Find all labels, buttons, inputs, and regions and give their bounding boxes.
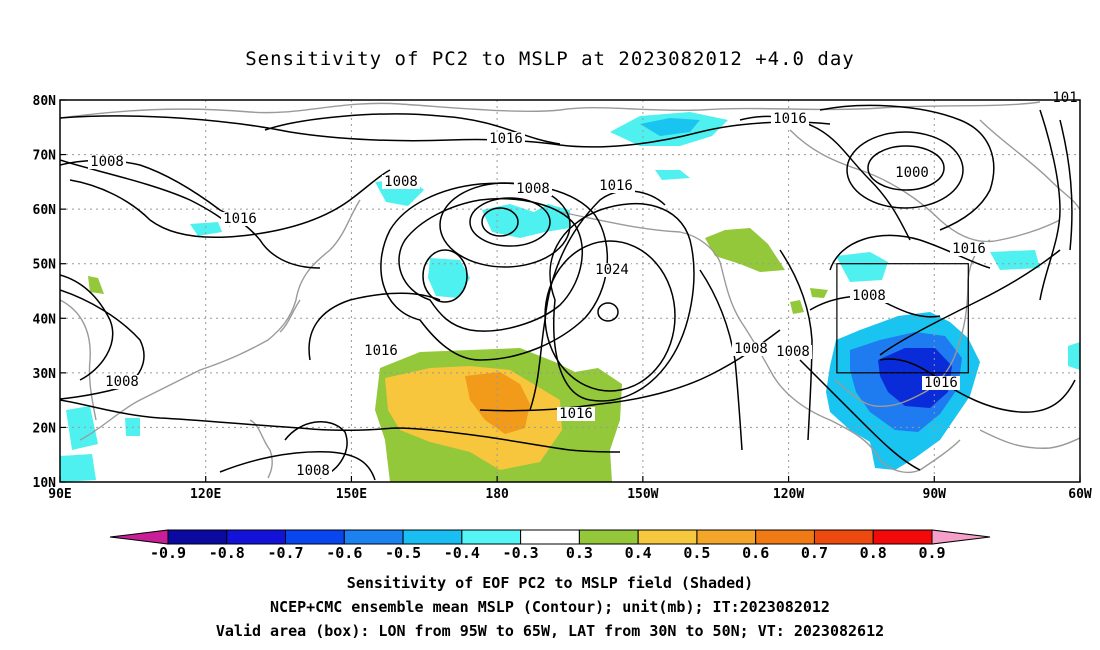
y-axis: 80N 70N 60N 50N 40N 30N 20N 10N bbox=[33, 94, 66, 491]
x-axis: 90E 120E 150E 180 150W 120W 90W 60W bbox=[48, 476, 1092, 502]
contour-label-bg bbox=[514, 182, 552, 196]
colorbar-tick-label: -0.6 bbox=[326, 544, 362, 562]
valid-area-box bbox=[836, 263, 969, 374]
contour-label-bg bbox=[294, 464, 332, 478]
x-tick-label: 90W bbox=[923, 487, 947, 502]
contour-label: 1016 bbox=[489, 131, 523, 147]
y-tick-label: 80N bbox=[33, 94, 57, 109]
contour-label-bg bbox=[771, 112, 809, 126]
contour-label: 101 bbox=[1052, 90, 1077, 106]
colorbar-segment bbox=[226, 529, 287, 545]
colorbar-tick-label: -0.5 bbox=[385, 544, 421, 562]
contour-label-bg bbox=[88, 155, 126, 169]
contour-label: 1024 bbox=[595, 262, 629, 278]
x-tick-label: 120E bbox=[190, 487, 221, 502]
x-tick-label: 180 bbox=[485, 487, 509, 502]
contour-label: 1016 bbox=[773, 111, 807, 127]
contour-label-bg bbox=[893, 166, 931, 180]
x-tick-label: 60W bbox=[1068, 487, 1092, 502]
contour-label: 1008 bbox=[776, 344, 810, 360]
contour-label: 1016 bbox=[559, 406, 593, 422]
x-tick-label: 150W bbox=[627, 487, 658, 502]
contour-label-bg bbox=[593, 263, 631, 277]
contour-label: 1008 bbox=[296, 463, 330, 479]
contour-label: 1008 bbox=[90, 154, 124, 170]
colorbar-segment bbox=[755, 529, 815, 545]
contour-label: 1008 bbox=[105, 374, 139, 390]
colorbar-high-arrow bbox=[931, 529, 991, 545]
contour-label-bg bbox=[732, 342, 770, 356]
map-title: Sensitivity of PC2 to MSLP at 2023082012… bbox=[245, 48, 855, 70]
colorbar-segment bbox=[461, 529, 522, 545]
colorbar-segment bbox=[343, 529, 404, 545]
footer-line-1: Sensitivity of EOF PC2 to MSLP field (Sh… bbox=[346, 574, 754, 592]
contour-label: 1000 bbox=[895, 165, 929, 181]
colorbar: -0.9 -0.8 -0.7 -0.6 -0.5 -0.4 -0.3 0.3 0.4 0.5 0.6… bbox=[109, 529, 991, 562]
contour-label-bg bbox=[557, 407, 595, 421]
colorbar-tick-label: 0.8 bbox=[860, 544, 887, 562]
colorbar-segment bbox=[578, 529, 639, 545]
y-tick-label: 20N bbox=[33, 421, 57, 436]
contour-label: 1016 bbox=[364, 343, 398, 359]
colorbar-low-arrow bbox=[109, 529, 169, 545]
lat-lon-grid bbox=[60, 100, 1080, 482]
contour-label-bg bbox=[774, 345, 812, 359]
x-tick-label: 120W bbox=[773, 487, 804, 502]
colorbar-segment bbox=[813, 529, 874, 545]
colorbar-tick-label: 0.6 bbox=[742, 544, 769, 562]
y-tick-label: 10N bbox=[33, 476, 57, 491]
contour-label-bg bbox=[103, 375, 141, 389]
colorbar-segment bbox=[285, 529, 345, 545]
contour-label: 1008 bbox=[516, 181, 550, 197]
colorbar-tick-label: -0.3 bbox=[503, 544, 539, 562]
contour-label-bg bbox=[362, 344, 400, 358]
footer-line-2: NCEP+CMC ensemble mean MSLP (Contour); u… bbox=[270, 598, 830, 616]
y-tick-label: 60N bbox=[33, 203, 57, 218]
contour-labels: 1016 1008 1016 1008 1016 1008 1016 1000 1024 1016… bbox=[88, 90, 1084, 479]
contour-label: 1016 bbox=[952, 241, 986, 257]
colorbar-segment bbox=[696, 529, 757, 545]
map-frame bbox=[59, 99, 1081, 483]
colorbar-segment bbox=[872, 529, 933, 545]
x-tick-label: 150E bbox=[336, 487, 367, 502]
colorbar-segment bbox=[520, 529, 580, 545]
colorbar-tick-label: 0.7 bbox=[801, 544, 828, 562]
contour-label-bg bbox=[1046, 91, 1084, 105]
colorbar-segment bbox=[402, 529, 463, 545]
colorbar-tick-label: 0.5 bbox=[683, 544, 710, 562]
colorbar-segment bbox=[167, 529, 228, 545]
contour-label: 1016 bbox=[223, 211, 257, 227]
x-tick-label: 90E bbox=[48, 487, 71, 502]
contour-label: 1016 bbox=[924, 375, 958, 391]
contour-label-bg bbox=[850, 289, 888, 303]
contour-label-bg bbox=[221, 212, 259, 226]
coastlines bbox=[60, 101, 1080, 479]
contour-label-bg bbox=[382, 175, 420, 189]
y-tick-label: 50N bbox=[33, 258, 57, 273]
colorbar-tick-label: 0.3 bbox=[566, 544, 593, 562]
y-tick-label: 40N bbox=[33, 312, 57, 327]
colorbar-tick-label: -0.8 bbox=[209, 544, 245, 562]
contour-label: 1008 bbox=[734, 341, 768, 357]
contour-label: 1008 bbox=[852, 288, 886, 304]
colorbar-tick-label: -0.9 bbox=[150, 544, 186, 562]
footer-line-3: Valid area (box): LON from 95W to 65W, L… bbox=[215, 622, 885, 640]
contour-label: 1008 bbox=[384, 174, 418, 190]
colorbar-tick-label: 0.4 bbox=[625, 544, 652, 562]
contour-label: 1016 bbox=[599, 178, 633, 194]
colorbar-segment bbox=[637, 529, 698, 545]
colorbar-tick-label: 0.9 bbox=[918, 544, 945, 562]
contour-label-bg bbox=[922, 376, 960, 390]
contour-label-bg bbox=[597, 179, 635, 193]
contour-label-bg bbox=[487, 132, 525, 146]
contour-label-bg bbox=[950, 242, 988, 256]
y-tick-label: 30N bbox=[33, 367, 57, 382]
y-tick-label: 70N bbox=[33, 149, 57, 164]
colorbar-tick-label: -0.7 bbox=[267, 544, 303, 562]
colorbar-tick-label: -0.4 bbox=[444, 544, 480, 562]
